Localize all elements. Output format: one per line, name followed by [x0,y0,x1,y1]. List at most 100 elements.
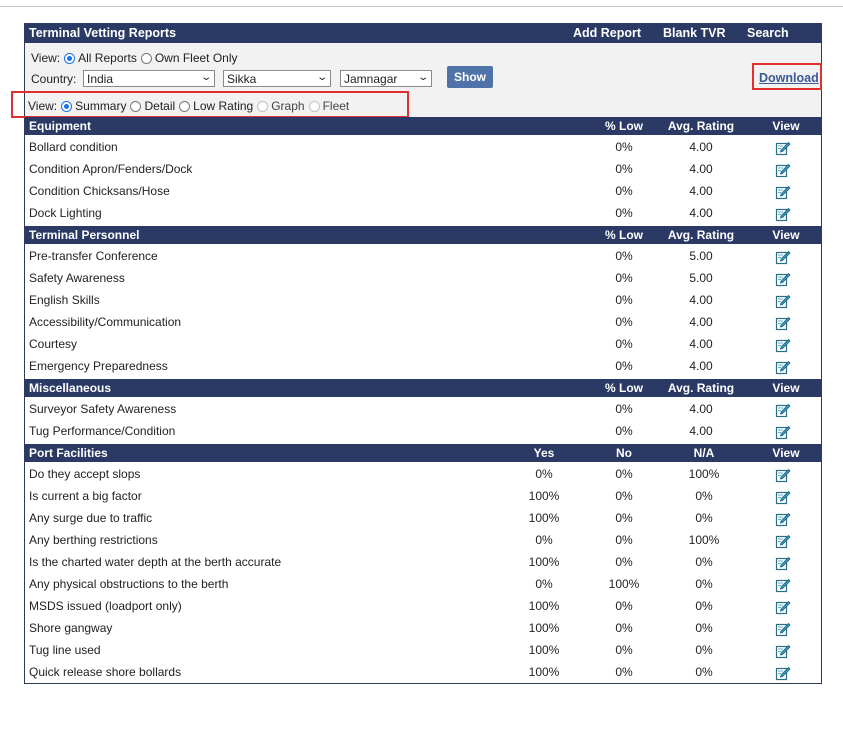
column-header: View [772,228,800,242]
country-select[interactable]: India ⌄ [83,70,215,87]
row-label: MSDS issued (loadport only) [29,599,182,613]
column-header: % Low [605,228,643,242]
edit-icon[interactable] [775,621,791,637]
row-value: 4.00 [689,184,713,198]
row-label: English Skills [29,293,100,307]
report-panel: Terminal Vetting Reports Add Report Blan… [24,23,822,684]
row-label: Is the charted water depth at the berth … [29,555,282,569]
row-value: 4.00 [689,402,713,416]
row-label: Safety Awareness [29,271,125,285]
edit-icon[interactable] [775,184,791,200]
low-rating-radio[interactable] [179,100,191,112]
row-label: Condition Chicksans/Hose [29,184,170,198]
table-row: Quick release shore bollards 100% 0% 0% [25,660,822,682]
blank-tvr-link[interactable]: Blank TVR [663,26,726,40]
row-value: 0% [615,206,633,220]
edit-icon[interactable] [775,467,791,483]
row-value: 0% [615,271,633,285]
chevron-down-icon: ⌄ [416,72,429,83]
row-value: 100% [688,467,720,481]
row-value: 0% [695,489,713,503]
row-value: 0% [695,665,713,679]
row-label: Tug Performance/Condition [29,424,176,438]
section-header: Miscellaneous % Low Avg. Rating View [25,379,822,397]
fleet-radio[interactable] [308,100,320,112]
row-label: Quick release shore bollards [29,665,182,679]
edit-icon[interactable] [775,577,791,593]
section-header: Terminal Personnel % Low Avg. Rating View [25,226,822,244]
show-button[interactable]: Show [447,66,493,88]
column-header: N/A [693,446,715,460]
edit-icon[interactable] [775,424,791,440]
table-row: Is the charted water depth at the berth … [25,550,822,572]
table-row: Surveyor Safety Awareness 0% 4.00 [25,397,822,419]
column-header: View [772,446,800,460]
row-value: 0% [615,315,633,329]
row-label: Accessibility/Communication [29,315,182,329]
table-row: Courtesy 0% 4.00 [25,332,822,354]
edit-icon[interactable] [775,271,791,287]
row-value: 4.00 [689,162,713,176]
add-report-link[interactable]: Add Report [573,26,642,40]
column-header: Avg. Rating [667,119,735,133]
row-label: Is current a big factor [29,489,142,503]
row-value: 0% [615,337,633,351]
edit-icon[interactable] [775,665,791,681]
graph-radio[interactable] [257,100,269,112]
table-row: Any surge due to traffic 100% 0% 0% [25,506,822,528]
country-label: Country: [31,72,77,86]
table-row: Any berthing restrictions 0% 0% 100% [25,528,822,550]
search-link[interactable]: Search [747,26,789,40]
column-header: % Low [605,119,643,133]
table-row: Accessibility/Communication 0% 4.00 [25,310,822,332]
all-reports-radio[interactable] [64,52,76,64]
row-label: Emergency Preparedness [29,359,168,373]
row-value: 0% [615,555,633,569]
table-row: MSDS issued (loadport only) 100% 0% 0% [25,594,822,616]
edit-icon[interactable] [775,643,791,659]
edit-icon[interactable] [775,293,791,309]
column-header: View [772,381,800,395]
table-row: Tug line used 100% 0% 0% [25,638,822,660]
own-fleet-radio[interactable] [140,52,152,64]
section-title: Terminal Personnel [29,228,140,242]
row-value: 0% [615,643,633,657]
title-bar: Terminal Vetting Reports Add Report Blan… [25,24,821,43]
edit-icon[interactable] [775,533,791,549]
row-value: 100% [688,533,720,547]
row-label: Tug line used [29,643,101,657]
edit-icon[interactable] [775,162,791,178]
edit-icon[interactable] [775,249,791,265]
low-rating-label: Low Rating [193,99,254,113]
edit-icon[interactable] [775,337,791,353]
edit-icon[interactable] [775,206,791,222]
edit-icon[interactable] [775,599,791,615]
row-value: 0% [695,577,713,591]
edit-icon[interactable] [775,489,791,505]
edit-icon[interactable] [775,359,791,375]
edit-icon[interactable] [775,315,791,331]
edit-icon[interactable] [775,511,791,527]
edit-icon[interactable] [775,140,791,156]
download-highlight [752,63,822,90]
port-select[interactable]: Sikka ⌄ [223,70,331,87]
summary-radio[interactable] [61,100,73,112]
row-value: 0% [615,621,633,635]
page-title: Terminal Vetting Reports [29,26,177,40]
download-link[interactable]: Download [759,71,819,85]
row-value: 100% [608,577,640,591]
row-value: 100% [528,643,560,657]
detail-radio[interactable] [130,100,142,112]
summary-label: Summary [75,99,127,113]
edit-icon[interactable] [775,402,791,418]
column-header: No [616,446,632,460]
terminal-select[interactable]: Jamnagar ⌄ [340,70,432,87]
edit-icon[interactable] [775,555,791,571]
section-title: Port Facilities [29,446,108,460]
table-row: Pre-transfer Conference 0% 5.00 [25,244,822,266]
table-row: Safety Awareness 0% 5.00 [25,266,822,288]
row-value: 4.00 [689,424,713,438]
column-header: Avg. Rating [667,228,735,242]
own-fleet-label: Own Fleet Only [154,51,238,65]
row-value: 4.00 [689,293,713,307]
